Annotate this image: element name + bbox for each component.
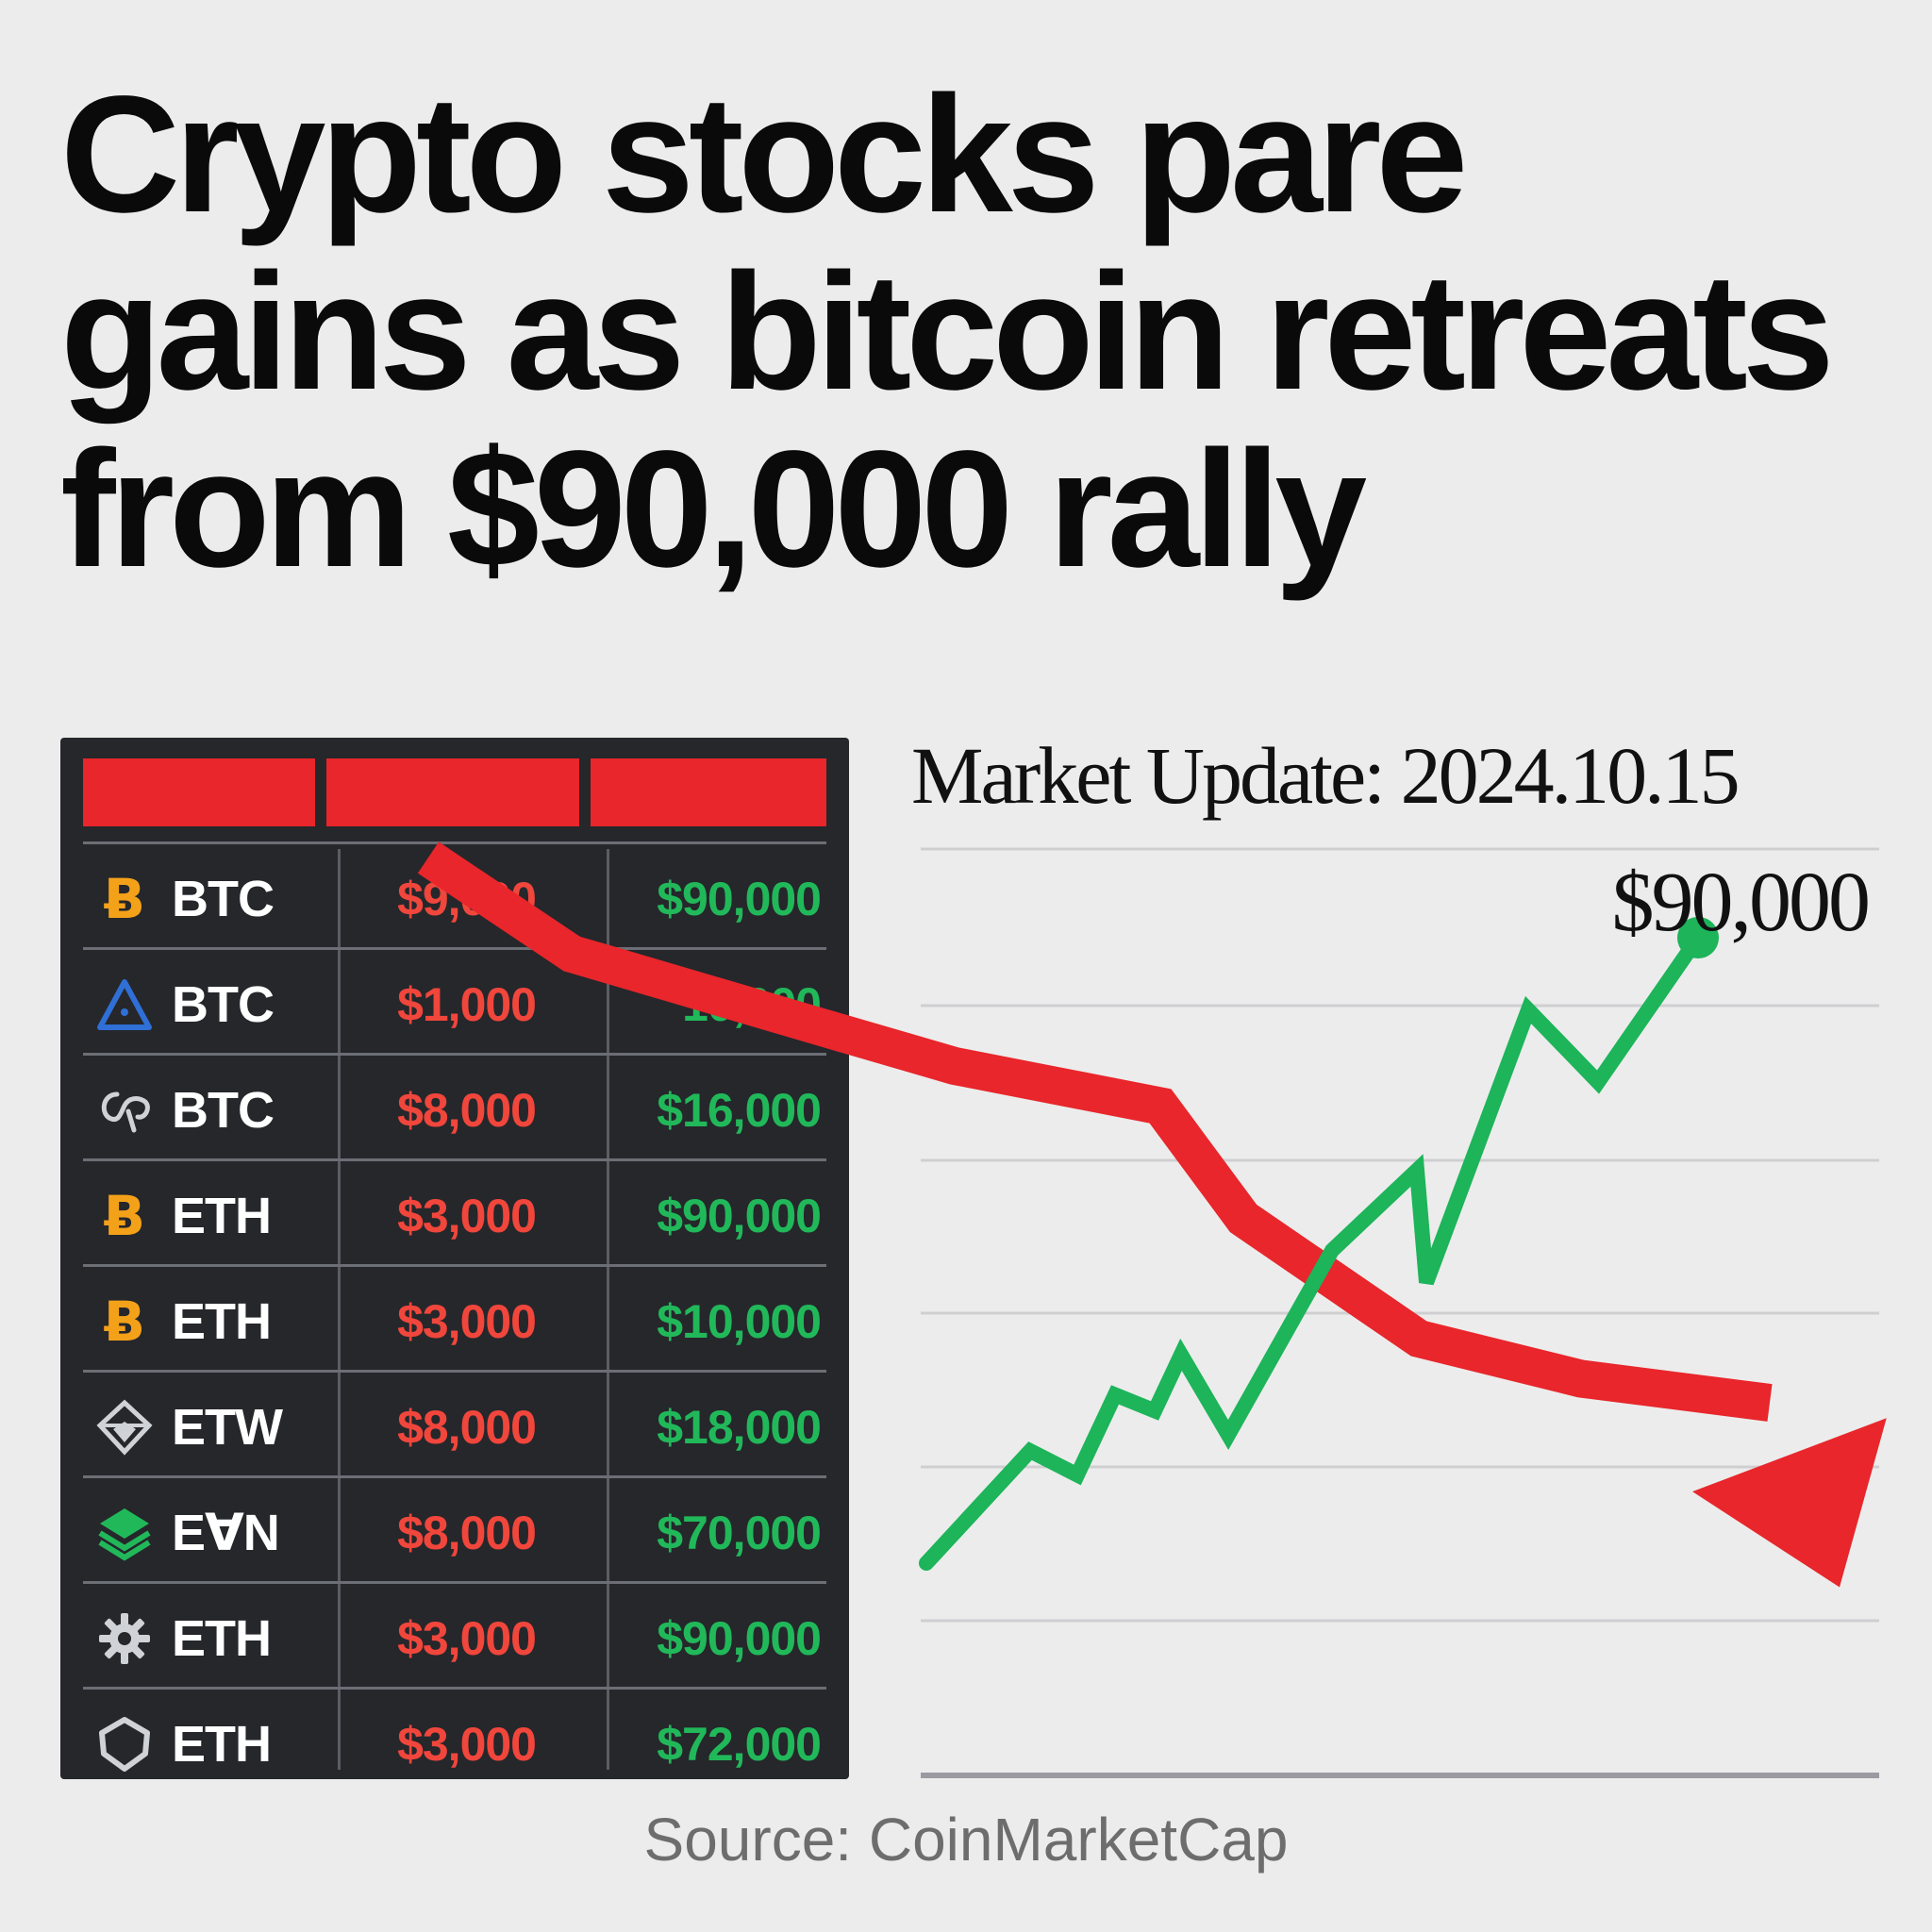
table-row-divider [83, 1581, 826, 1584]
table-header-cell [326, 758, 579, 826]
swirl-icon [96, 1082, 153, 1139]
ticker-label: ETH [172, 1716, 272, 1773]
arrow-head-icon [1692, 1418, 1887, 1588]
table-column-divider [338, 849, 341, 1770]
price-low: $3,000 [397, 1718, 537, 1771]
price-low: $8,000 [397, 1401, 537, 1454]
table-row: E∀N $8,000 $70,000 [83, 1478, 826, 1584]
ticker-label: BTC [172, 871, 275, 927]
price-high: $90,000 [657, 1612, 822, 1665]
source-caption: Source: CoinMarketCap [643, 1806, 1289, 1874]
price-high: $72,000 [657, 1718, 822, 1771]
table-row: Ƀ ETH $3,000 $10,000 [83, 1267, 826, 1373]
table-row-divider [83, 841, 826, 844]
price-high: $70,000 [657, 1507, 822, 1559]
table-header [83, 758, 826, 826]
ticker-label: ETH [172, 1293, 272, 1350]
table-header-cell [83, 758, 315, 826]
headline: Crypto stocks pare gains as bitcoin retr… [60, 66, 1909, 598]
table-row-divider [83, 1370, 826, 1373]
bitcoin-icon: Ƀ [103, 867, 146, 931]
table-row-divider [83, 1158, 826, 1161]
price-low: $1,000 [397, 978, 537, 1031]
table-row: Ƀ ETH $3,000 $90,000 [83, 1161, 826, 1267]
rising-series-line [919, 930, 1706, 1571]
price-table: Ƀ BTC $9,000 $90,000 BTC $1,000 10,000 BTC $8,00… [60, 738, 849, 1779]
price-high: $90,000 [657, 1190, 822, 1242]
chart-title: Market Update: 2024.10.15 [911, 730, 1740, 821]
ticker-label: EТW [172, 1399, 283, 1456]
price-low: $3,000 [397, 1190, 537, 1242]
headline-line-2: gains as bitcoin retreats [60, 240, 1835, 425]
series-endpoint-marker [1677, 917, 1719, 958]
hexagon-icon [96, 1716, 153, 1773]
ticker-label: BTC [172, 1082, 275, 1139]
table-row-divider [83, 947, 826, 950]
table-row: EТW $8,000 $18,000 [83, 1373, 826, 1478]
headline-line-3: from $90,000 rally [60, 417, 1367, 602]
price-high: $10,000 [657, 1295, 822, 1348]
table-row: ETH $3,000 $90,000 [83, 1584, 826, 1690]
layers-icon [96, 1505, 153, 1561]
price-low: $8,000 [397, 1507, 537, 1559]
price-high: $16,000 [657, 1084, 822, 1137]
triangle-icon [96, 976, 153, 1033]
bitcoin-icon: Ƀ [103, 1184, 146, 1248]
ticker-label: ETH [172, 1610, 272, 1667]
table-row-divider [83, 1264, 826, 1267]
table-row: BTC $8,000 $16,000 [83, 1056, 826, 1161]
table-header-cell [591, 758, 826, 826]
diamond-icon [96, 1399, 153, 1456]
price-low: $8,000 [397, 1084, 537, 1137]
gear-icon [96, 1610, 153, 1667]
price-annotation: $90,000 [1612, 856, 1869, 949]
ticker-label: BTC [172, 976, 275, 1033]
table-row: ETH $3,000 $72,000 [83, 1690, 826, 1795]
bitcoin-icon: Ƀ [103, 1290, 146, 1354]
price-high: $90,000 [657, 873, 822, 925]
price-high: $18,000 [657, 1401, 822, 1454]
table-row-divider [83, 1475, 826, 1478]
ticker-label: ETH [172, 1188, 272, 1244]
table-column-divider [607, 849, 609, 1770]
table-row-divider [83, 1687, 826, 1690]
falling-series-line [417, 841, 1773, 1422]
ticker-label: E∀N [172, 1505, 280, 1561]
price-low: $3,000 [397, 1612, 537, 1665]
price-low: $3,000 [397, 1295, 537, 1348]
headline-line-1: Crypto stocks pare [60, 62, 1468, 247]
table-row-divider [83, 1053, 826, 1056]
